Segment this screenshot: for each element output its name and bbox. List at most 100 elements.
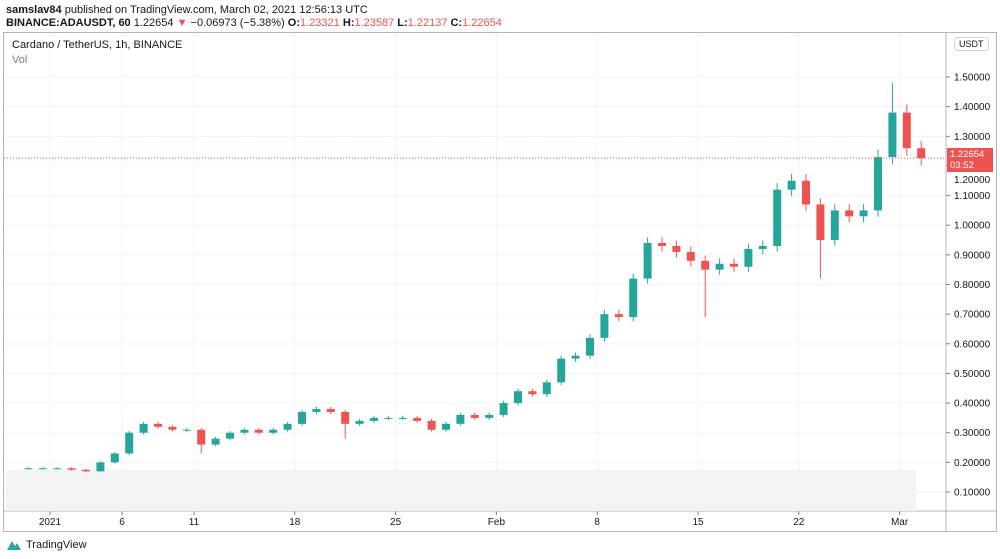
x-tick-label: 15 [692,517,704,528]
price-change: −0.06973 (−5.38%) [190,17,285,29]
y-tick-label: 1.20000 [954,175,991,186]
footer-brand[interactable]: TradingView [6,539,87,551]
candle-body [168,426,177,430]
candle-body [658,243,666,246]
chart-legend: Cardano / TetherUS, 1h, BINANCE Vol [12,39,182,66]
candle-body [888,112,897,158]
x-tick-label: 2021 [39,517,62,528]
candle-body [917,148,926,159]
candle-body [816,204,825,241]
x-tick-label: Mar [891,517,909,528]
candle-body [38,468,47,470]
candle-body [859,210,868,217]
low-label: L: [397,17,408,29]
candle-body [96,462,105,472]
candle-body [557,358,566,383]
y-tick-label: 0.20000 [954,458,991,469]
down-arrow-icon: ▼ [176,17,188,29]
low-value: 1.22137 [407,17,448,29]
candle-body [744,248,753,267]
candle-body [758,245,767,249]
candle-body [370,417,378,421]
candle-body [672,245,681,252]
y-tick-label: 1.50000 [954,73,991,84]
candle-body [845,210,854,217]
y-tick-label: 1.30000 [954,132,991,143]
candle-body [542,382,551,395]
candle-body [110,453,119,463]
y-tick-label: 1.10000 [954,191,991,202]
last-price: 1.22654 [133,17,174,29]
x-tick-label: 11 [189,517,200,528]
candle-body [398,417,407,419]
author: samslav84 [6,4,62,16]
candle-body [413,417,422,421]
candle-body [139,423,148,433]
candle-body [528,391,537,395]
candle-body [355,420,364,424]
candle-body [240,429,249,433]
candle-body [24,468,33,470]
last-price-label: 1.22654 03:52 [947,148,993,173]
y-tick-label: 1.00000 [954,221,991,232]
high-label: H: [342,17,355,29]
candle-body [283,423,292,430]
y-tick-label: 0.10000 [954,488,991,499]
candle-body [830,210,839,241]
candle-body [312,409,321,412]
open-value: 1.23321 [300,17,340,29]
candle-body [715,263,724,270]
candle-body [802,180,810,205]
candle-body [730,263,738,267]
candle-body [614,314,623,318]
candle-body [427,420,436,430]
candle-body [485,414,494,418]
candle-body [773,189,782,246]
candle-body [82,469,90,472]
candle-body [182,429,191,431]
y-tick-label: 1.40000 [954,102,991,113]
candle-body [514,391,522,404]
symbol: BINANCE:ADAUSDT, 60 [6,17,131,29]
close-label: C: [450,17,463,29]
candle-body [341,411,350,424]
candle-body [197,429,206,445]
candle-body [586,337,594,356]
candle-body [643,243,652,279]
candle-body [326,409,335,412]
y-tick-label: 0.60000 [954,339,991,350]
candle-body [600,314,609,338]
candle-body [226,432,234,439]
high-value: 1.23587 [354,17,395,29]
candle-body [154,423,162,427]
x-tick-label: 8 [594,517,600,528]
candle-body [442,423,450,430]
candle-body [629,278,638,318]
candle-body [874,157,882,211]
volume-area [6,470,916,511]
currency-button[interactable]: USDT [954,37,989,51]
legend-title: Cardano / TetherUS, 1h, BINANCE [12,39,183,51]
x-tick-label: 6 [119,517,125,528]
candle-body [686,251,695,261]
tradingview-logo-icon [7,541,21,550]
brand-name: TradingView [26,539,87,551]
y-tick-label: 0.80000 [954,280,991,291]
candle-body [269,429,278,433]
y-tick-label: 0.30000 [954,428,991,439]
candle-body [571,355,580,359]
y-tick-label: 0.40000 [954,399,991,410]
candle-body [53,468,62,470]
candle-body [384,417,393,419]
candle-body [787,180,796,190]
published-text: published on TradingView.com, March 02, … [64,4,368,16]
candle-body [499,403,508,415]
candle-body [470,414,479,418]
x-tick-label: 25 [390,517,402,528]
candle-body [902,112,911,149]
candle-body [456,414,465,424]
y-tick-label: 0.90000 [954,250,991,261]
candle-body [701,260,710,270]
y-tick-label: 0.70000 [954,310,991,321]
